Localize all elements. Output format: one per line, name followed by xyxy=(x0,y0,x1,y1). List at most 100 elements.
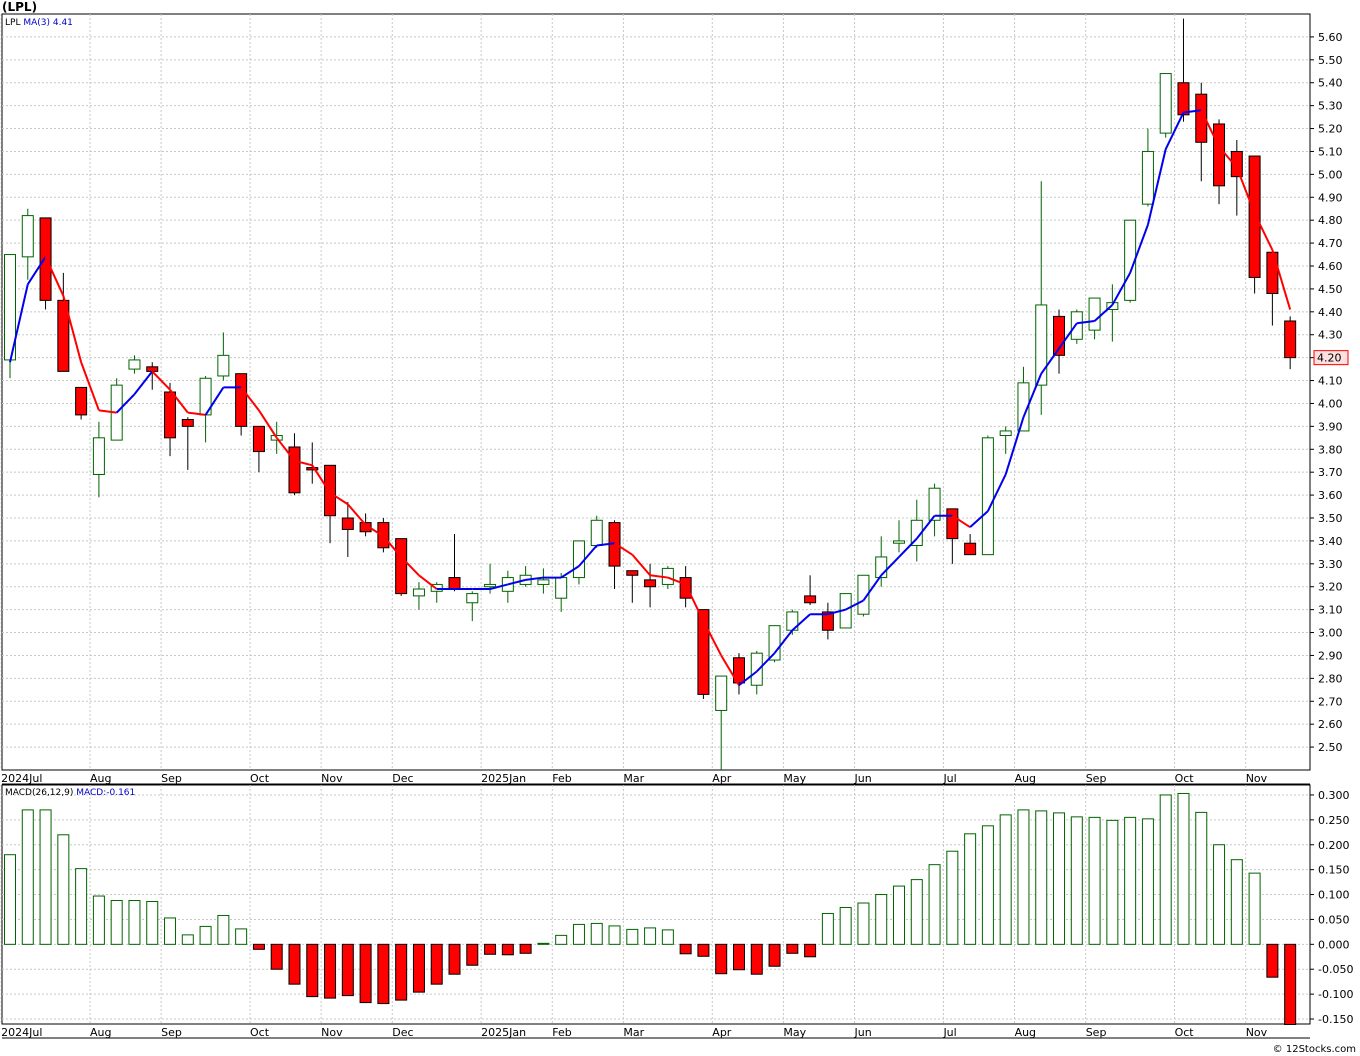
macd-bar xyxy=(270,943,283,970)
candle-body xyxy=(928,487,941,521)
price-y-tick-label: 4.80 xyxy=(1318,214,1343,227)
ma-segment xyxy=(1040,347,1060,375)
macd-y-tick-label: -0.100 xyxy=(1318,988,1353,1001)
macd-bar xyxy=(1088,816,1101,945)
macd-bar xyxy=(164,917,177,945)
macd-legend-label: MACD(26,12,9) xyxy=(5,788,76,798)
candle-body xyxy=(1248,155,1261,278)
macd-bar xyxy=(857,902,870,945)
price-y-tick-label: 5.00 xyxy=(1318,168,1343,181)
ma-segment xyxy=(275,437,296,462)
price-y-tick-label: 3.20 xyxy=(1318,581,1343,594)
macd-bar xyxy=(1266,943,1279,978)
macd-bar xyxy=(768,943,781,967)
candle-body xyxy=(235,373,248,427)
macd-bar xyxy=(608,925,621,945)
ma-segment xyxy=(667,576,687,586)
candle-body xyxy=(1266,251,1279,294)
macd-bar xyxy=(448,943,461,975)
candle-body xyxy=(252,425,265,453)
candle-body xyxy=(1053,315,1066,356)
last-price-box xyxy=(1313,350,1349,366)
ma-segment xyxy=(1129,224,1149,274)
macd-x-tick-label: Jun xyxy=(854,1026,872,1039)
macd-y-tick-label: 0.200 xyxy=(1318,839,1350,852)
candle-body xyxy=(572,540,585,579)
macd-bar xyxy=(75,868,88,945)
macd-y-tick-label: 0.000 xyxy=(1318,938,1350,951)
macd-legend-value: MACD:-0.161 xyxy=(76,788,135,798)
macd-x-tick-label: 2025Jan xyxy=(481,1026,526,1039)
macd-bar xyxy=(1159,794,1172,945)
macd-bar xyxy=(1213,844,1226,945)
price-y-tick-label: 5.20 xyxy=(1318,123,1343,136)
macd-bar xyxy=(57,834,70,945)
copyright-footer: © 12Stocks.com xyxy=(1272,1044,1356,1055)
candle-body xyxy=(1284,320,1297,359)
price-x-tick-label: Dec xyxy=(392,772,413,785)
price-y-tick-label: 3.80 xyxy=(1318,443,1343,456)
price-y-tick-label: 2.80 xyxy=(1318,672,1343,685)
ma-segment xyxy=(1235,167,1256,214)
ma-segment xyxy=(507,578,526,586)
macd-bar xyxy=(821,912,834,945)
candle-body xyxy=(217,354,230,377)
macd-y-tick-label: -0.050 xyxy=(1318,963,1353,976)
macd-bar xyxy=(92,895,105,945)
macd-bar xyxy=(999,814,1012,945)
price-y-tick-label: 3.30 xyxy=(1318,558,1343,571)
ma-segment xyxy=(1183,109,1202,114)
ma-segment xyxy=(26,256,47,285)
price-y-tick-label: 3.90 xyxy=(1318,420,1343,433)
ma-segment xyxy=(596,542,615,547)
ma-segment xyxy=(9,284,29,363)
macd-bar xyxy=(128,900,141,945)
candle-body xyxy=(164,391,177,439)
ma-segment xyxy=(951,514,971,529)
candle-body xyxy=(679,577,692,599)
ma-segment xyxy=(347,503,367,526)
ma-segment xyxy=(311,464,331,494)
candle-body xyxy=(999,430,1012,437)
ma-segment xyxy=(845,599,864,611)
macd-x-tick-label: Nov xyxy=(321,1026,343,1039)
candle-body xyxy=(146,366,159,372)
candle-body xyxy=(484,583,497,588)
candle-body xyxy=(466,593,479,604)
macd-bar xyxy=(359,943,372,1004)
ma-segment xyxy=(98,409,117,414)
candle-body xyxy=(448,577,461,590)
candle-body xyxy=(92,437,105,475)
macd-bar xyxy=(1248,872,1261,945)
macd-bar xyxy=(679,943,692,955)
ma-segment xyxy=(756,652,776,673)
candle-body xyxy=(1017,382,1030,432)
macd-x-tick-label: 2024Jul xyxy=(1,1026,42,1039)
macd-bar xyxy=(412,943,425,993)
ma-segment xyxy=(969,510,989,528)
ma-segment xyxy=(1271,249,1292,310)
last-price-label: 4.20 xyxy=(1317,352,1342,365)
ma-segment xyxy=(329,491,349,506)
price-x-tick-label: Oct xyxy=(250,772,270,785)
ma-segment xyxy=(1022,373,1043,418)
macd-bar xyxy=(555,934,568,945)
macd-bar xyxy=(1017,809,1030,945)
ma-segment xyxy=(1076,319,1095,325)
candle-body xyxy=(857,574,870,615)
price-y-tick-label: 3.50 xyxy=(1318,512,1343,525)
candle-body xyxy=(821,611,834,631)
ma-segment xyxy=(294,459,313,467)
legend-ma-label: MA(3) xyxy=(23,18,53,28)
macd-bar xyxy=(786,943,799,954)
price-legend: LPL MA(3) 4.41 xyxy=(5,18,73,28)
ma-segment xyxy=(418,574,438,590)
ma-segment xyxy=(1093,304,1114,322)
price-y-tick-label: 5.30 xyxy=(1318,100,1343,113)
ma-segment xyxy=(1253,212,1274,251)
macd-bar xyxy=(1035,810,1048,945)
macd-bar xyxy=(199,925,212,945)
ma-segment xyxy=(773,629,794,654)
price-y-tick-label: 4.00 xyxy=(1318,397,1343,410)
ma-segment xyxy=(702,620,723,656)
